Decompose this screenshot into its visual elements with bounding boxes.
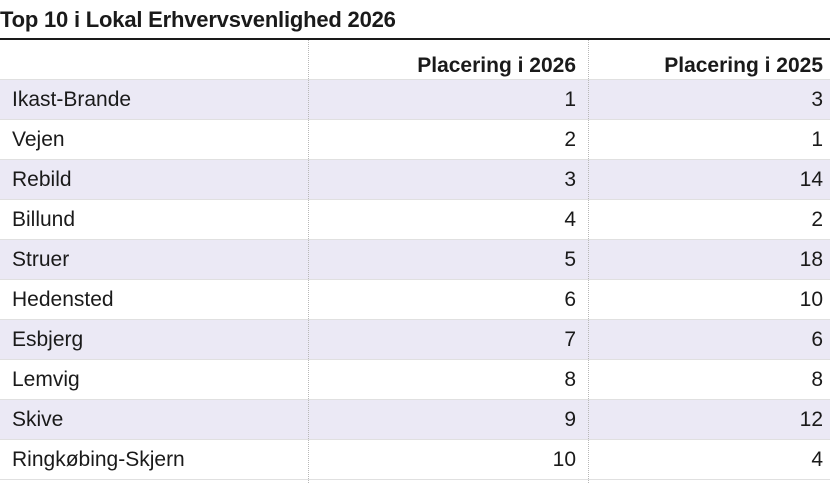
municipality-cell: Skive (12, 407, 64, 431)
table-row: Skive 9 12 (0, 400, 830, 440)
rank-2025-cell: 4 (811, 447, 823, 471)
municipality-cell: Billund (12, 207, 76, 231)
table-row: Billund 4 2 (0, 200, 830, 240)
rank-2025-cell: 18 (799, 247, 823, 271)
table-row: Struer 5 18 (0, 240, 830, 280)
rank-2026-cell: 2 (564, 127, 576, 151)
municipality-cell: Vejen (12, 127, 65, 151)
table-row: Rebild 3 14 (0, 160, 830, 200)
municipality-cell: Ringkøbing-Skjern (12, 447, 185, 471)
column-divider-2 (588, 40, 589, 483)
rank-2025-cell: 12 (799, 407, 823, 431)
rank-2026-cell: 10 (552, 447, 576, 471)
rank-2025-cell: 10 (799, 287, 823, 311)
header-municipality (12, 40, 302, 79)
rank-2026-cell: 4 (564, 207, 576, 231)
column-divider-1 (308, 40, 309, 483)
rank-2026-cell: 1 (564, 87, 576, 111)
header-row: Placering i 2026 Placering i 2025 (0, 40, 830, 80)
municipality-cell: Rebild (12, 167, 72, 191)
header-rank-2025: Placering i 2025 (664, 53, 823, 77)
municipality-cell: Lemvig (12, 367, 80, 391)
rank-2026-cell: 8 (564, 367, 576, 391)
rank-2025-cell: 6 (811, 327, 823, 351)
table-row: Ikast-Brande 1 3 (0, 80, 830, 120)
table-row: Hedensted 6 10 (0, 280, 830, 320)
table-body: Ikast-Brande 1 3 Vejen 2 1 Rebild 3 14 Billund 4 2 S… (0, 80, 830, 480)
municipality-cell: Esbjerg (12, 327, 84, 351)
municipality-cell: Ikast-Brande (12, 87, 132, 111)
ranking-table: Placering i 2026 Placering i 2025 Ikast-… (0, 40, 830, 480)
rank-2026-cell: 9 (564, 407, 576, 431)
rank-2026-cell: 5 (564, 247, 576, 271)
rank-2025-cell: 3 (811, 87, 823, 111)
rank-2026-cell: 3 (564, 167, 576, 191)
rank-2025-cell: 1 (811, 127, 823, 151)
table-row: Ringkøbing-Skjern 10 4 (0, 440, 830, 480)
municipality-cell: Struer (12, 247, 70, 271)
rank-2026-cell: 7 (564, 327, 576, 351)
rank-2025-cell: 14 (799, 167, 823, 191)
rank-2026-cell: 6 (564, 287, 576, 311)
table-row: Esbjerg 7 6 (0, 320, 830, 360)
title-rule (0, 38, 830, 40)
header-rank-2026: Placering i 2026 (417, 53, 576, 77)
table-row: Lemvig 8 8 (0, 360, 830, 400)
table-title: Top 10 i Lokal Erhvervsvenlighed 2026 (0, 7, 396, 32)
rank-2025-cell: 2 (811, 207, 823, 231)
table-row: Vejen 2 1 (0, 120, 830, 160)
rank-2025-cell: 8 (811, 367, 823, 391)
municipality-cell: Hedensted (12, 287, 114, 311)
